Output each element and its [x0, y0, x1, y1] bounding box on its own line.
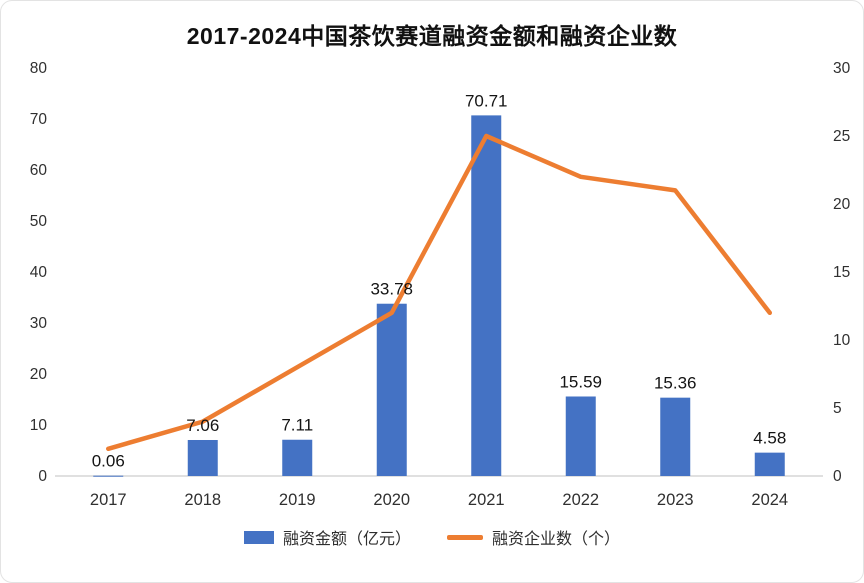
x-axis-label: 2021	[468, 491, 505, 509]
legend-bar-label: 融资金额（亿元）	[282, 531, 411, 548]
right-axis-tick: 5	[833, 400, 842, 417]
x-axis-label: 2024	[751, 491, 788, 509]
right-axis-tick: 0	[833, 468, 842, 485]
line-series	[106, 133, 772, 452]
line-swatch-icon	[447, 534, 483, 540]
bar	[187, 439, 218, 476]
left-axis-tick: 80	[30, 60, 48, 77]
x-axis-label: 2019	[279, 491, 316, 509]
left-axis-tick: 20	[30, 366, 48, 383]
bar-value-label: 4.58	[753, 429, 786, 448]
x-axis-label: 2018	[184, 491, 221, 509]
chart-title: 2017-2024中国茶饮赛道融资金额和融资企业数	[186, 23, 678, 49]
bar	[282, 439, 313, 476]
left-axis-tick: 10	[30, 417, 48, 434]
right-axis-tick: 30	[833, 60, 851, 77]
right-axis-tick: 10	[833, 332, 851, 349]
left-axis-tick: 30	[30, 315, 48, 332]
bar-value-label: 15.59	[559, 372, 602, 391]
combo-chart: 0 10 20 30 40 50 60 70 80 0 5 10 15 20 25 30 0.06 7.06 7.1…	[30, 60, 851, 509]
bar	[93, 475, 124, 477]
bar-value-label: 7.11	[281, 416, 313, 435]
x-axis-label: 2023	[657, 491, 694, 509]
left-axis-tick: 50	[30, 213, 48, 230]
x-axis-label: 2017	[90, 491, 127, 509]
bar-value-label: 0.06	[92, 452, 125, 471]
bar-value-label: 7.06	[186, 416, 219, 435]
bar-value-label: 33.78	[370, 280, 413, 299]
bar	[660, 397, 691, 476]
x-axis-label: 2022	[562, 491, 599, 509]
bar	[471, 115, 502, 476]
bar	[754, 452, 785, 476]
right-axis-tick: 15	[833, 264, 850, 281]
bar	[565, 396, 596, 476]
legend-item-bar: 融资金额（亿元）	[243, 525, 411, 549]
left-axis-tick: 70	[30, 111, 48, 128]
bar-value-label: 70.71	[465, 91, 508, 110]
left-axis-tick: 0	[38, 468, 47, 485]
bar-swatch-icon	[243, 530, 274, 544]
left-axis-tick: 40	[30, 264, 48, 281]
bar-value-label: 15.36	[654, 374, 697, 393]
right-axis-tick: 20	[833, 196, 851, 213]
chart-legend: 融资金额（亿元） 融资企业数（个）	[1, 525, 863, 549]
x-axis-label: 2020	[373, 491, 410, 509]
right-axis-tick: 25	[833, 128, 850, 145]
left-axis-tick: 60	[30, 162, 48, 179]
bar	[376, 303, 407, 476]
legend-item-line: 融资企业数（个）	[447, 525, 620, 549]
legend-line-label: 融资企业数（个）	[492, 531, 621, 548]
